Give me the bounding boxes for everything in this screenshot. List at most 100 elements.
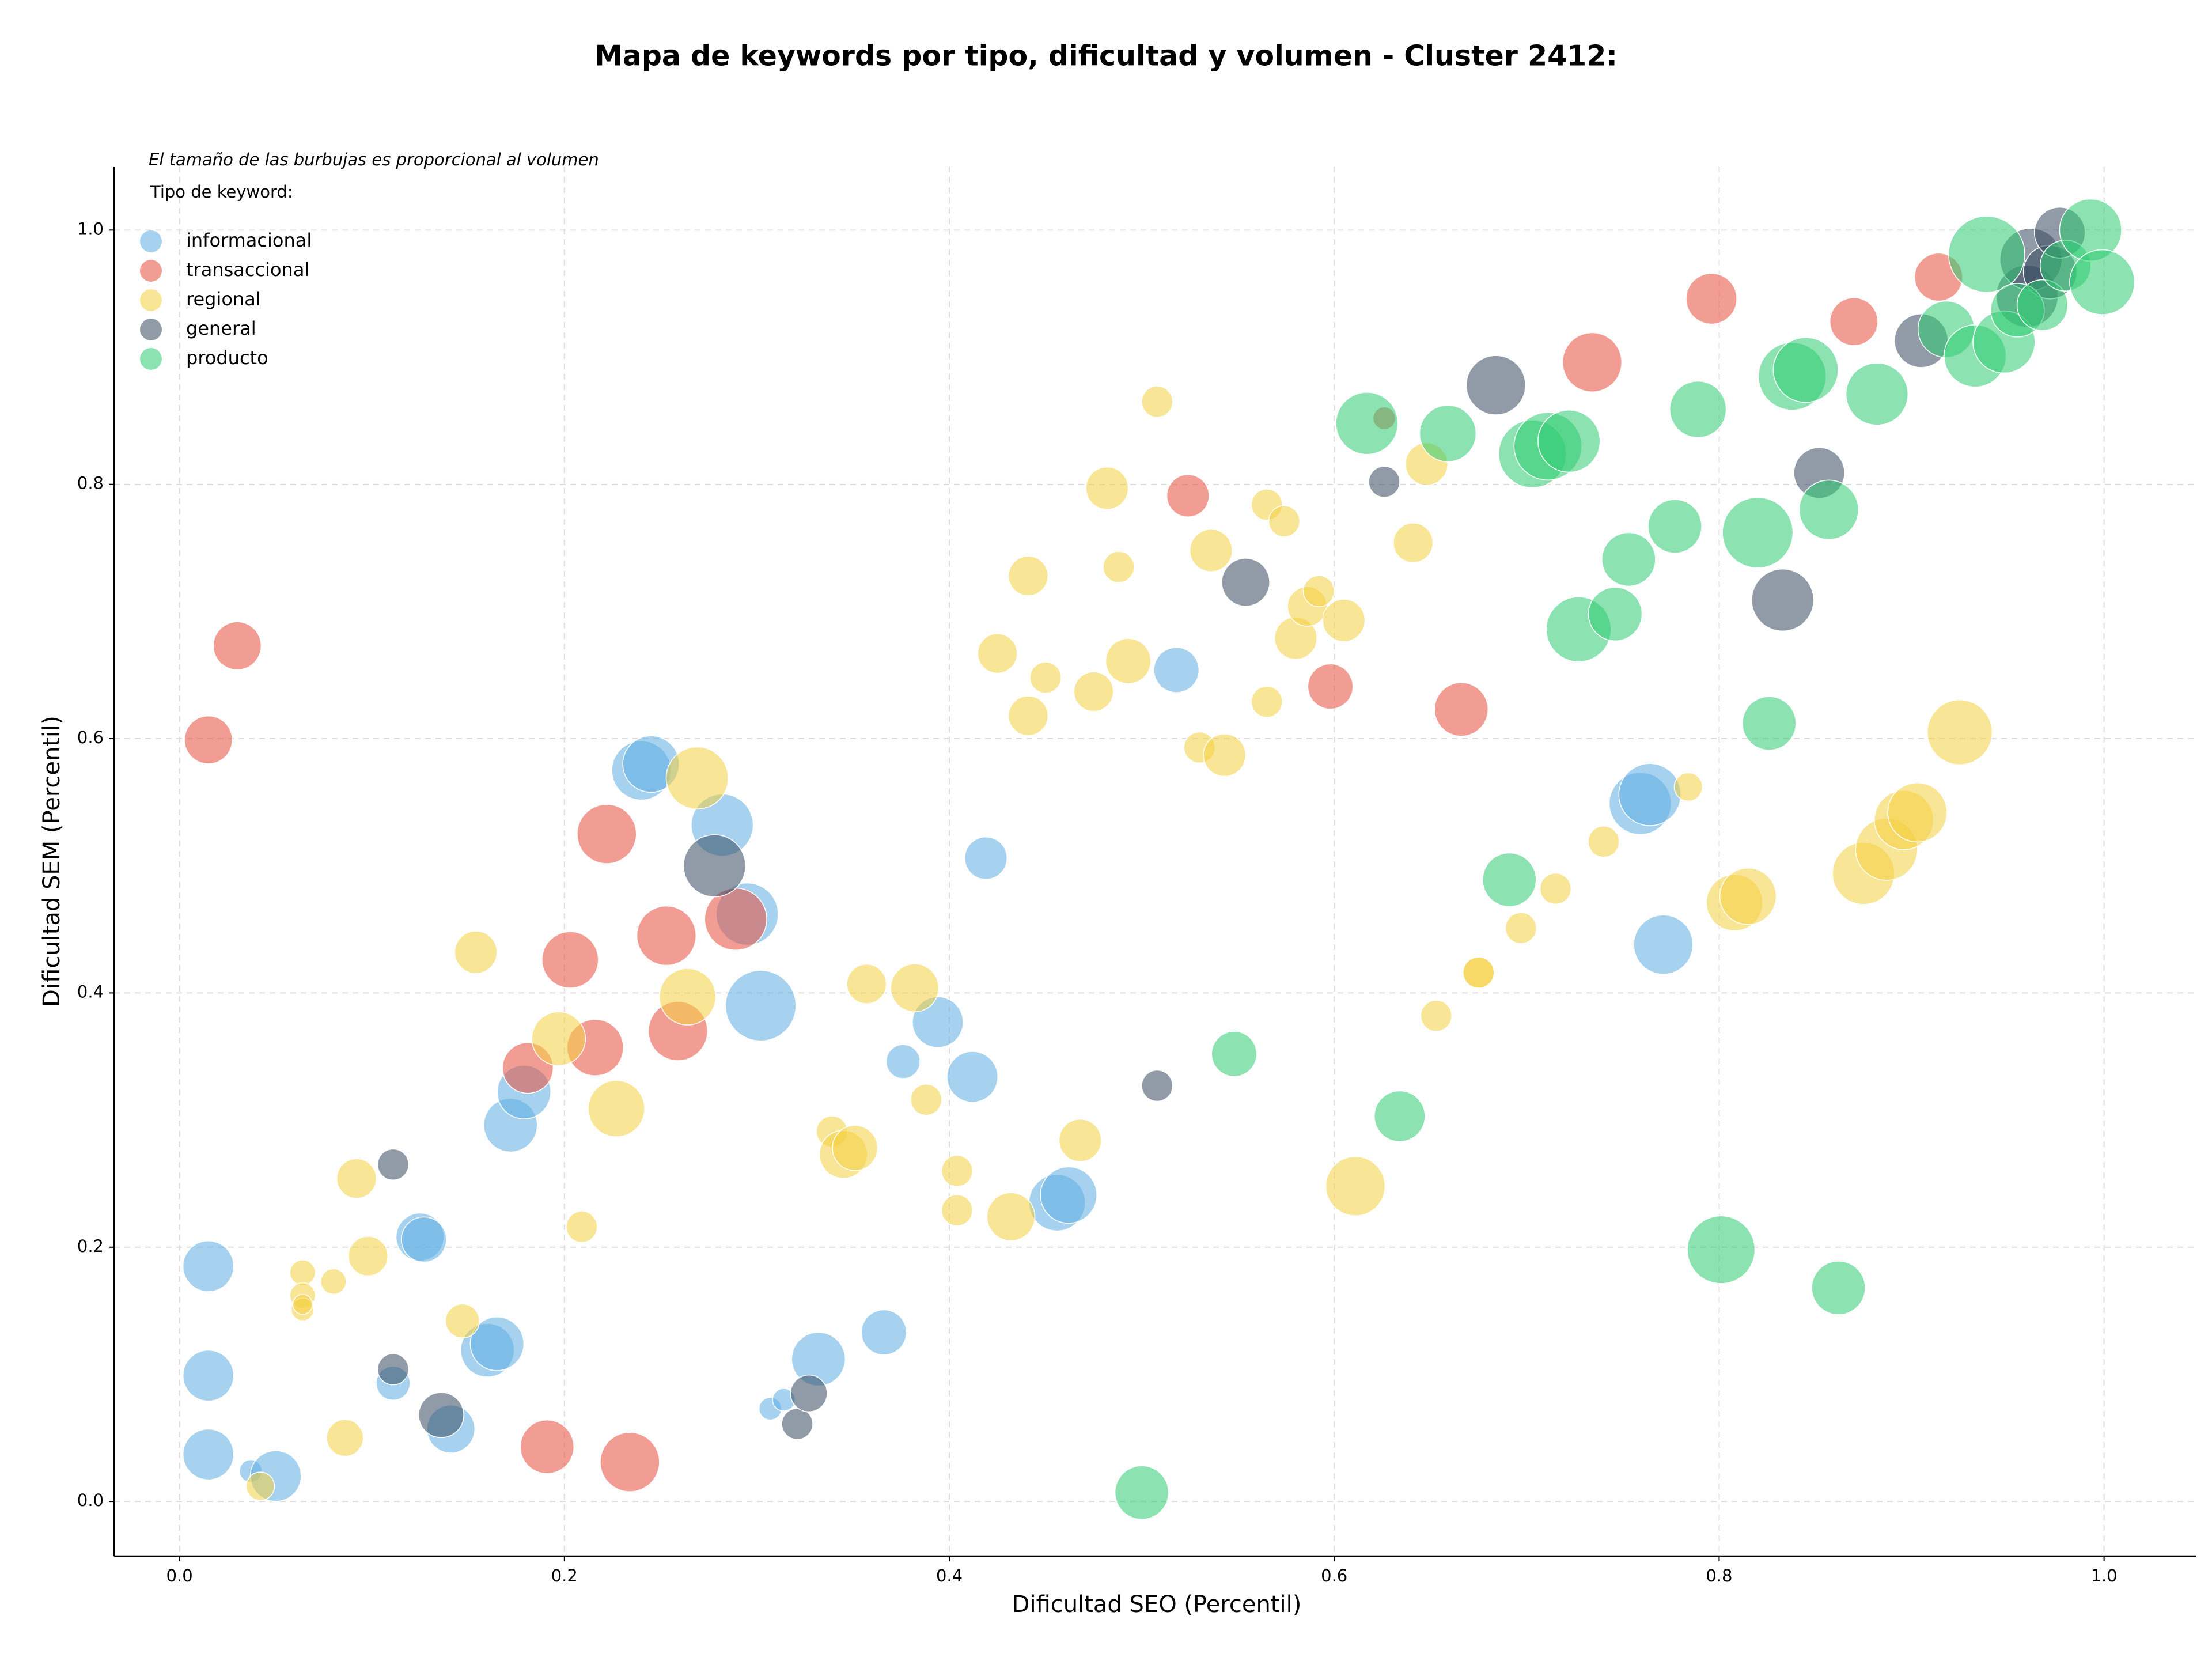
bubble xyxy=(2016,279,2069,331)
bubble xyxy=(683,834,747,898)
bubble xyxy=(1798,479,1859,540)
x-tick-label: 0.6 xyxy=(1321,1566,1347,1586)
bubble xyxy=(1029,661,1062,694)
legend-label: informacional xyxy=(186,229,312,251)
bubble xyxy=(1322,599,1366,642)
legend-label: regional xyxy=(186,288,261,310)
bubble xyxy=(400,1216,447,1263)
bubble xyxy=(336,1158,377,1199)
bubble xyxy=(182,1240,234,1292)
bubble xyxy=(1588,826,1620,858)
x-tick-label: 0.2 xyxy=(551,1566,578,1586)
bubble xyxy=(910,1084,942,1116)
bubble xyxy=(1007,695,1049,736)
bubble xyxy=(377,1353,410,1386)
x-tick-label: 0.0 xyxy=(166,1566,193,1586)
legend-title: Tipo de keyword: xyxy=(150,182,293,202)
bubble xyxy=(1562,332,1623,393)
legend-swatch xyxy=(140,260,162,282)
bubble xyxy=(1685,273,1737,325)
bubble xyxy=(320,1268,347,1295)
bubble xyxy=(1829,297,1878,346)
bubble xyxy=(1741,696,1797,751)
bubble xyxy=(1588,587,1643,642)
legend-label: producto xyxy=(186,347,268,369)
bubble xyxy=(1007,555,1049,596)
bubble xyxy=(1722,497,1794,569)
bubble xyxy=(1325,1156,1386,1217)
bubble xyxy=(1673,772,1703,802)
bubble xyxy=(1419,404,1477,463)
bubble xyxy=(1601,532,1656,587)
bubble xyxy=(1393,523,1434,563)
y-tick-label: 0.2 xyxy=(77,1236,104,1256)
bubble xyxy=(1482,852,1537,907)
bubble xyxy=(1307,663,1354,710)
y-tick-label: 0.0 xyxy=(77,1490,104,1510)
x-tick-label: 1.0 xyxy=(2091,1566,2118,1586)
bubble xyxy=(941,1155,974,1187)
bubble xyxy=(2069,249,2135,315)
legend-label: transaccional xyxy=(186,259,309,281)
y-tick-label: 0.4 xyxy=(77,982,104,1001)
bubble xyxy=(946,1051,998,1103)
bubble xyxy=(1203,733,1247,777)
bubbles xyxy=(182,198,2135,1520)
bubble xyxy=(1268,505,1301,538)
x-tick-label: 0.8 xyxy=(1706,1566,1732,1586)
bubble xyxy=(1211,1031,1257,1077)
bubble xyxy=(531,1011,586,1066)
bubble xyxy=(1085,466,1129,510)
bubble xyxy=(861,1309,907,1356)
legend-swatch xyxy=(140,319,162,340)
bubble xyxy=(1463,956,1495,989)
bubble xyxy=(1633,914,1694,975)
bubble xyxy=(1719,867,1777,925)
bubble xyxy=(1618,763,1681,826)
bubble xyxy=(566,1210,598,1243)
bubble xyxy=(636,905,697,966)
bubble xyxy=(1420,1000,1452,1032)
bubble xyxy=(1772,336,1839,403)
bubble xyxy=(704,887,767,951)
bubble xyxy=(832,1125,878,1171)
bubble xyxy=(1373,1090,1426,1142)
bubble xyxy=(658,968,717,1026)
bubble xyxy=(182,1349,234,1402)
bubble xyxy=(986,1192,1036,1242)
bubble xyxy=(326,1419,364,1457)
legend-swatch xyxy=(140,230,162,252)
x-tick-label: 0.4 xyxy=(936,1566,963,1586)
bubble xyxy=(289,1259,316,1286)
y-axis-label: Dificultad SEM (Percentil) xyxy=(39,716,65,1007)
bubble xyxy=(1368,466,1400,498)
bubble xyxy=(1302,575,1335,607)
legend-swatch xyxy=(140,289,162,311)
y-tick-label: 0.6 xyxy=(77,728,104,747)
bubble xyxy=(292,1294,313,1315)
bubble xyxy=(520,1419,575,1474)
bubble xyxy=(1103,551,1135,583)
bubble xyxy=(245,1471,275,1501)
bubble xyxy=(1114,1465,1169,1520)
bubble xyxy=(1166,474,1210,518)
legend: informacional transaccional regional genera… xyxy=(140,229,312,370)
bubble xyxy=(469,1316,525,1371)
bubble xyxy=(1073,671,1114,712)
bubble xyxy=(964,836,1007,880)
bubble xyxy=(1141,1069,1173,1102)
bubble xyxy=(1141,385,1173,418)
bubble xyxy=(1465,355,1527,415)
bubble xyxy=(1153,646,1200,693)
bubble xyxy=(725,970,797,1042)
bubble xyxy=(577,804,637,864)
bubble xyxy=(377,1148,410,1181)
bubble xyxy=(1948,215,2025,293)
bubble xyxy=(1751,568,1815,632)
subtitle: El tamaño de las burbujas es proporciona… xyxy=(149,150,599,169)
bubble xyxy=(977,633,1018,674)
bubble xyxy=(790,1374,828,1413)
bubble xyxy=(665,746,729,810)
bubble xyxy=(1647,499,1702,554)
bubble xyxy=(846,963,887,1005)
